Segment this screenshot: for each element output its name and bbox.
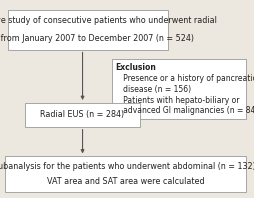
Text: Subanalysis for the patients who underwent abdominal (n = 132):: Subanalysis for the patients who underwe… [0, 162, 254, 171]
Text: Prospective study of consecutive patients who underwent radial: Prospective study of consecutive patient… [0, 16, 217, 26]
Text: Presence or a history of pancreatic: Presence or a history of pancreatic [116, 74, 254, 83]
Text: Radial EUS (n = 284): Radial EUS (n = 284) [40, 110, 125, 119]
FancyBboxPatch shape [8, 10, 168, 50]
Text: VAT area and SAT area were calculated: VAT area and SAT area were calculated [47, 177, 204, 187]
FancyBboxPatch shape [112, 59, 246, 119]
Text: disease (n = 156): disease (n = 156) [116, 85, 191, 94]
Text: EUS from January 2007 to December 2007 (n = 524): EUS from January 2007 to December 2007 (… [0, 34, 194, 43]
Text: Exclusion: Exclusion [116, 63, 156, 72]
FancyBboxPatch shape [25, 103, 140, 127]
Text: Patients with hepato-biliary or: Patients with hepato-biliary or [116, 95, 239, 105]
FancyBboxPatch shape [5, 156, 246, 192]
Text: advanced GI malignancies (n = 84): advanced GI malignancies (n = 84) [116, 107, 254, 115]
